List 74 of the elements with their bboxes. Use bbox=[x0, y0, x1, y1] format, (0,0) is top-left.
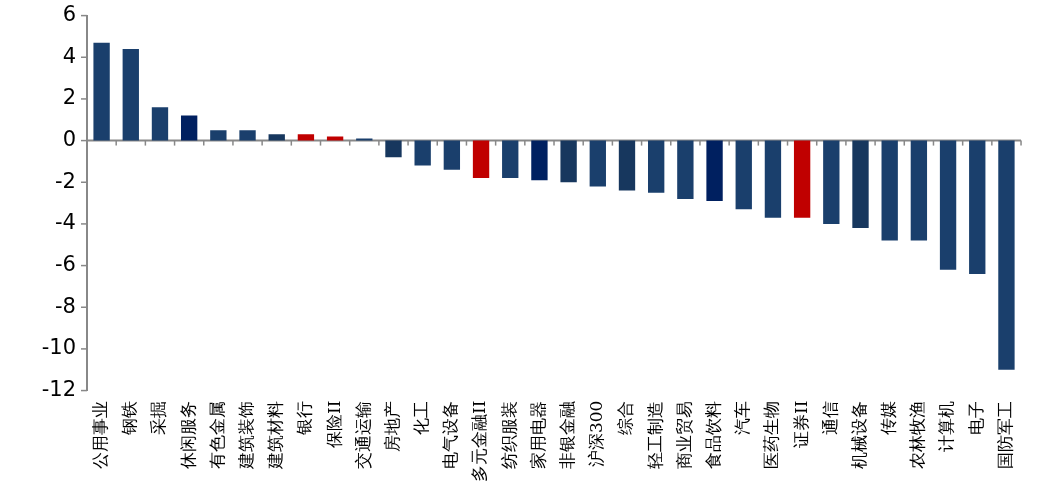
x-tick-label: 家用电器 bbox=[527, 400, 548, 469]
x-tick-label: 计算机 bbox=[936, 400, 957, 452]
bar bbox=[589, 140, 606, 187]
x-tick-label: 沪深300 bbox=[586, 400, 607, 468]
y-tick-label: 4 bbox=[62, 43, 76, 68]
x-tick-label: 商业贸易 bbox=[673, 400, 694, 469]
bar bbox=[998, 140, 1015, 370]
x-tick-label: 钢铁 bbox=[119, 400, 140, 436]
y-tick-label: -6 bbox=[55, 252, 76, 277]
x-tick-label: 休闲服务 bbox=[177, 400, 198, 469]
bar bbox=[210, 130, 227, 141]
bar bbox=[268, 134, 285, 141]
bar bbox=[677, 140, 694, 199]
bar bbox=[385, 140, 402, 158]
bar bbox=[326, 136, 344, 141]
x-tick-label: 房地产 bbox=[381, 400, 402, 452]
bar bbox=[151, 107, 169, 141]
bar bbox=[939, 140, 957, 270]
bar bbox=[180, 115, 198, 141]
x-tick-label: 医药生物 bbox=[761, 400, 782, 469]
x-tick-label: 非银金融 bbox=[557, 400, 578, 469]
bar bbox=[443, 140, 461, 170]
bar bbox=[910, 140, 928, 241]
x-tick-label: 轻工制造 bbox=[644, 400, 665, 469]
y-tick-label: -10 bbox=[41, 335, 76, 360]
bar bbox=[764, 140, 782, 218]
x-tick-label: 交通运输 bbox=[352, 400, 373, 469]
x-tick-label: 食品饮料 bbox=[702, 400, 723, 469]
y-tick-label: 2 bbox=[62, 85, 76, 110]
x-tick-label: 机械设备 bbox=[848, 400, 869, 469]
bar bbox=[472, 140, 490, 179]
x-tick-label: 农林牧渔 bbox=[907, 400, 928, 469]
x-tick-label: 通信 bbox=[819, 400, 840, 435]
x-tick-label: 电子 bbox=[965, 400, 986, 435]
bar bbox=[239, 130, 256, 141]
x-tick-label: 有色金属 bbox=[206, 400, 227, 469]
x-tick-label: 纺织服装 bbox=[498, 400, 519, 469]
bar bbox=[735, 140, 752, 210]
x-tick-label: 银行 bbox=[294, 400, 315, 436]
bar bbox=[823, 140, 840, 224]
bar bbox=[618, 140, 636, 191]
y-tick-label: -8 bbox=[55, 293, 76, 318]
bar bbox=[793, 140, 811, 218]
x-tick-label: 证券II bbox=[790, 400, 811, 449]
x-tick-label: 化工 bbox=[411, 400, 432, 435]
bar bbox=[560, 140, 577, 183]
bar bbox=[502, 140, 519, 179]
x-tick-label: 综合 bbox=[615, 400, 636, 435]
x-tick-label: 汽车 bbox=[732, 400, 753, 435]
x-tick-label: 国防军工 bbox=[994, 400, 1015, 469]
bar bbox=[122, 48, 139, 141]
bar bbox=[414, 140, 431, 166]
bar bbox=[648, 140, 665, 193]
x-tick-label: 电气设备 bbox=[440, 400, 461, 469]
x-tick-label: 公用事业 bbox=[90, 400, 111, 469]
bar bbox=[531, 140, 548, 181]
y-tick-label: -12 bbox=[41, 377, 76, 402]
bar bbox=[706, 140, 723, 201]
bar bbox=[852, 140, 869, 229]
x-tick-label: 多元金融II bbox=[469, 400, 490, 483]
x-tick-label: 保险II bbox=[323, 400, 344, 449]
x-tick-label: 采掘 bbox=[148, 400, 169, 435]
bar bbox=[969, 140, 986, 274]
bar bbox=[881, 140, 898, 241]
x-tick-label: 传媒 bbox=[878, 400, 899, 435]
bar bbox=[356, 138, 373, 141]
y-tick-label: -2 bbox=[55, 168, 76, 193]
y-tick-label: 6 bbox=[62, 2, 76, 27]
bar bbox=[93, 42, 110, 141]
y-tick-label: -4 bbox=[55, 210, 76, 235]
x-tick-label: 建筑材料 bbox=[265, 400, 286, 470]
bar bbox=[297, 134, 315, 141]
x-tick-label: 建筑装饰 bbox=[235, 400, 256, 470]
y-tick-label: 0 bbox=[62, 127, 76, 152]
